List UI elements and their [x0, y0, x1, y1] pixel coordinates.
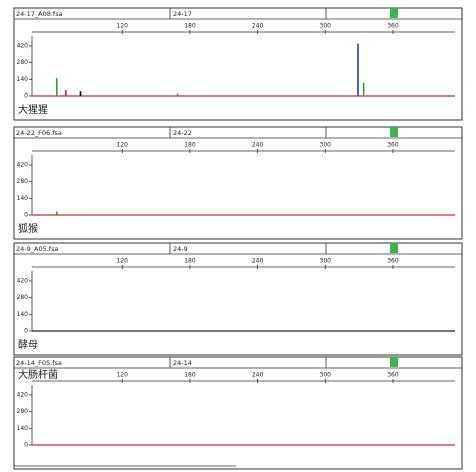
panel-frame — [13, 242, 463, 356]
status-indicator — [390, 8, 398, 18]
x-tick-label: 360 — [387, 23, 399, 30]
y-tick-label: 140 — [17, 76, 29, 83]
y-tick-label: 280 — [17, 59, 29, 66]
x-tick-label: 120 — [117, 142, 129, 149]
y-tick-label: 420 — [17, 42, 29, 49]
panel-frame — [13, 7, 463, 121]
x-tick-label: 240 — [252, 372, 264, 379]
file-name: 24-22_F06.fsa — [16, 129, 62, 137]
y-tick-label: 0 — [24, 442, 28, 449]
file-name: 24-17_A08.fsa — [16, 10, 63, 18]
y-tick-label: 280 — [17, 294, 29, 301]
y-tick-label: 140 — [17, 425, 29, 432]
sample-name: 24-17 — [173, 10, 192, 18]
x-tick-label: 300 — [320, 142, 332, 149]
x-tick-label: 180 — [184, 23, 196, 30]
status-indicator — [390, 127, 398, 137]
panel-frame — [13, 356, 463, 470]
y-tick-label: 0 — [24, 328, 28, 335]
sample-label: 狐猴 — [18, 222, 38, 235]
sample-label: 大猩猩 — [18, 103, 48, 116]
status-indicator — [390, 357, 398, 367]
panel-frame — [13, 126, 463, 240]
file-name: 24-14_F05.fsa — [16, 359, 62, 367]
x-tick-label: 120 — [117, 372, 129, 379]
x-tick-label: 240 — [252, 258, 264, 265]
x-tick-label: 300 — [320, 372, 332, 379]
y-tick-label: 140 — [17, 311, 29, 318]
status-indicator — [390, 243, 398, 253]
sample-label: 大肠杆菌 — [18, 368, 58, 381]
y-tick-label: 280 — [17, 178, 29, 185]
x-tick-label: 240 — [252, 23, 264, 30]
sample-name: 24-9 — [173, 245, 188, 253]
y-tick-label: 0 — [24, 212, 28, 219]
y-tick-label: 420 — [17, 161, 29, 168]
x-tick-label: 120 — [117, 258, 129, 265]
file-name: 24-9_A05.fsa — [16, 245, 58, 253]
x-tick-label: 180 — [184, 142, 196, 149]
x-tick-label: 120 — [117, 23, 129, 30]
sample-name: 24-14 — [173, 359, 192, 367]
sample-label: 酵母 — [18, 339, 38, 351]
x-tick-label: 360 — [387, 372, 399, 379]
y-tick-label: 140 — [17, 195, 29, 202]
y-tick-label: 280 — [17, 408, 29, 415]
y-tick-label: 0 — [24, 93, 28, 100]
x-tick-label: 360 — [387, 142, 399, 149]
x-tick-label: 360 — [387, 258, 399, 265]
x-tick-label: 180 — [184, 258, 196, 265]
y-tick-label: 420 — [17, 277, 29, 284]
x-tick-label: 240 — [252, 142, 264, 149]
y-tick-label: 420 — [17, 391, 29, 398]
x-tick-label: 300 — [320, 258, 332, 265]
x-tick-label: 180 — [184, 372, 196, 379]
sample-name: 24-22 — [173, 129, 192, 137]
x-tick-label: 300 — [320, 23, 332, 30]
